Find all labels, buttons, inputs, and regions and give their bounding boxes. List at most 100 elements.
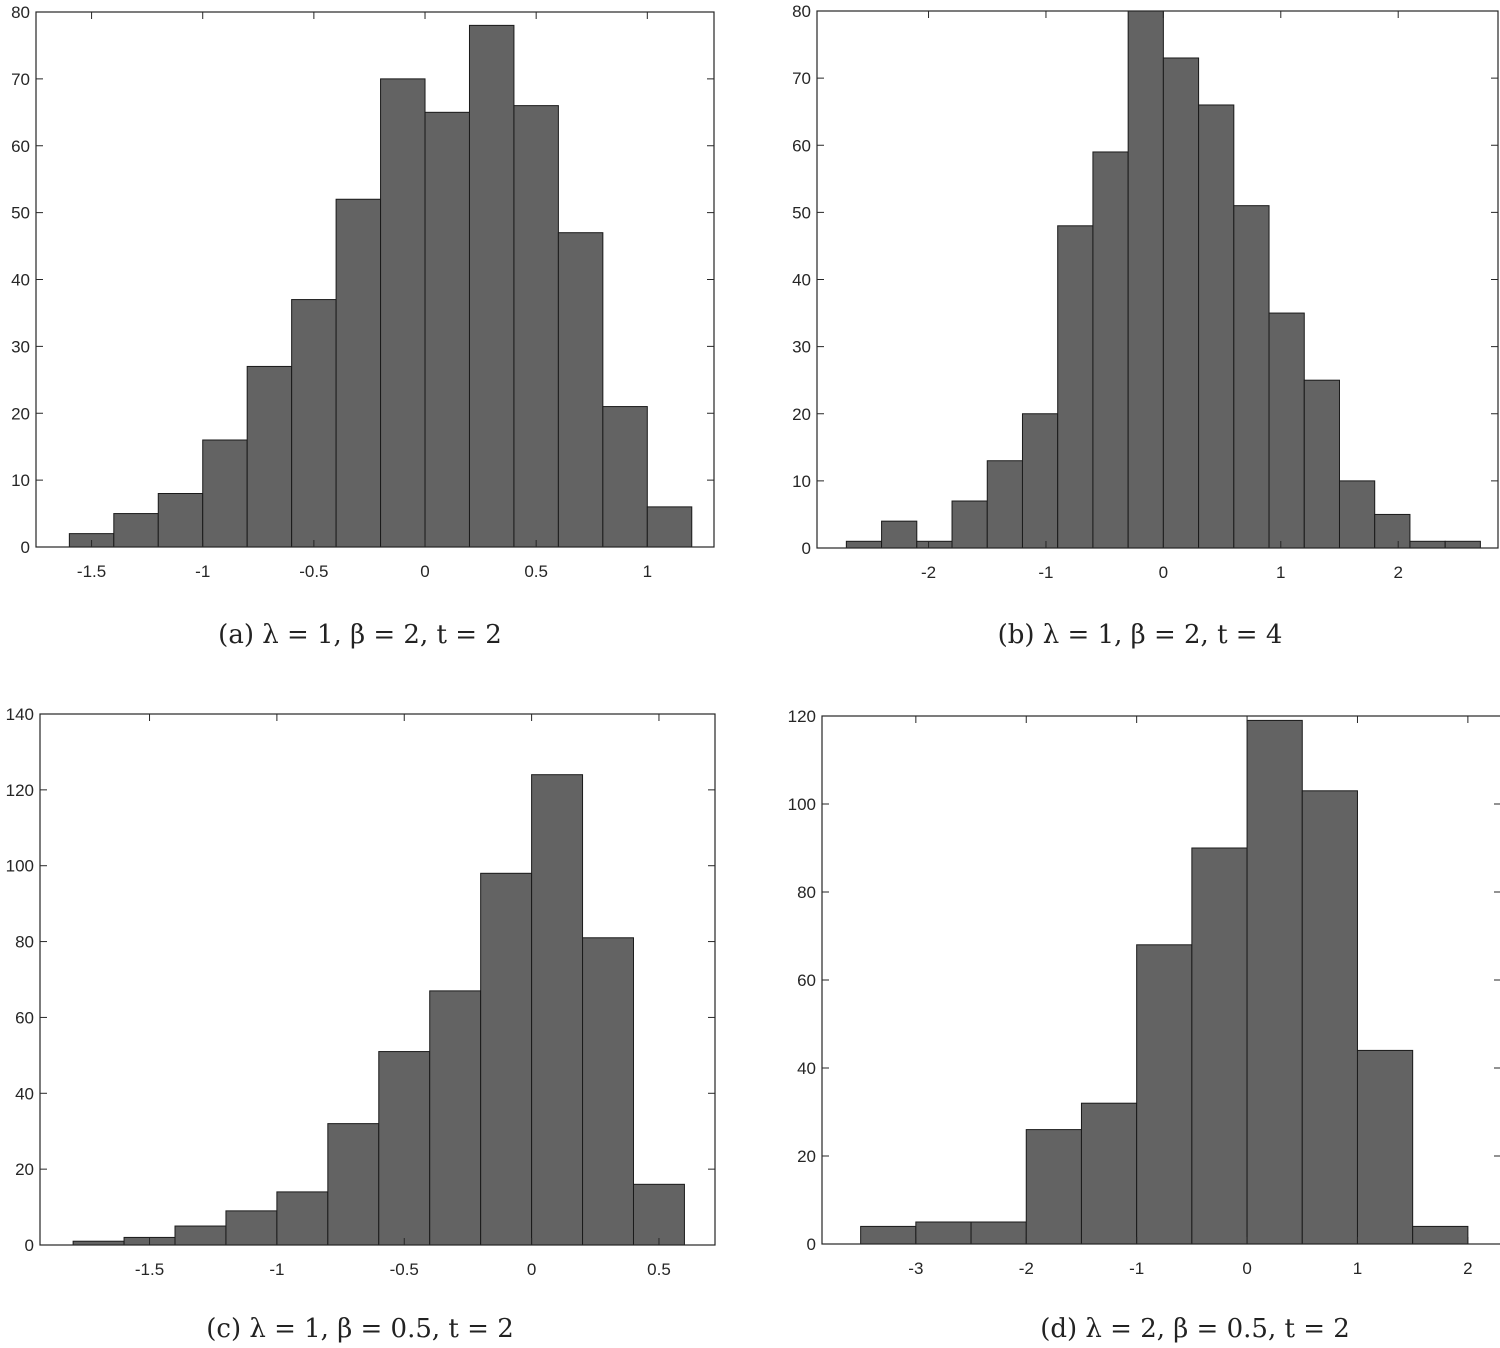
x-tick-label: 1 <box>643 562 652 581</box>
histogram-bar <box>1444 540 1481 549</box>
y-tick-label: 60 <box>797 971 816 990</box>
histogram-bar <box>480 872 533 1246</box>
histogram-bar <box>1080 1102 1138 1245</box>
histogram-bar <box>1338 480 1376 549</box>
histogram-bar <box>881 520 918 549</box>
x-tick-label: -2 <box>921 563 936 582</box>
histogram-bar <box>531 774 584 1246</box>
histogram-bar <box>468 24 515 548</box>
y-tick-label: 20 <box>11 404 30 423</box>
y-tick-label: 80 <box>15 933 34 952</box>
x-tick-label: -3 <box>908 1259 923 1278</box>
caption-b: (b) λ = 1, β = 2, t = 4 <box>997 620 1283 650</box>
x-tick-label: -1 <box>195 562 210 581</box>
histogram-bar <box>1246 719 1303 1245</box>
y-tick-label: 20 <box>797 1147 816 1166</box>
caption-d: (d) λ = 2, β = 0.5, t = 2 <box>1040 1314 1350 1344</box>
histogram-panel-a: -1.5 -1 -0.5 0 0.5 1 0 10 20 30 40 50 60 70 80 <box>0 0 740 600</box>
x-tick-label: -0.5 <box>299 562 328 581</box>
x-tick-label: -1.5 <box>77 562 106 581</box>
y-tick-label: 30 <box>11 337 30 356</box>
histogram-bar <box>1198 104 1235 549</box>
y-tick-label: 60 <box>15 1008 34 1027</box>
y-tick-label: 70 <box>792 69 811 88</box>
y-tick-label: 100 <box>6 857 34 876</box>
histogram-bar <box>970 1221 1027 1245</box>
x-tick-label: -0.5 <box>390 1260 419 1279</box>
y-tick-label: 0 <box>802 539 811 558</box>
histogram-bar <box>276 1191 329 1246</box>
caption-c: (c) λ = 1, β = 0.5, t = 2 <box>206 1314 514 1344</box>
y-tick-label: 80 <box>11 3 30 22</box>
axes-box <box>39 713 716 1246</box>
histogram-bar <box>380 78 426 548</box>
histogram-bar <box>113 513 159 548</box>
y-tick-label: 20 <box>792 405 811 424</box>
x-tick-label: -1 <box>1038 563 1053 582</box>
histogram-bar <box>1127 10 1164 549</box>
x-tick-label: 0.5 <box>647 1260 671 1279</box>
histogram-bar <box>1191 847 1248 1245</box>
histogram-bar <box>1136 944 1193 1245</box>
histogram-panel-c: -1.5 -1 -0.5 0 0.5 0 20 40 60 80 100 120 140 <box>0 700 740 1300</box>
histogram-panel-b: -2 -1 0 1 2 0 10 20 30 40 50 60 70 80 <box>760 0 1500 600</box>
histogram-bar <box>513 105 559 548</box>
histogram-bar <box>916 540 953 549</box>
x-tick-label: 2 <box>1463 1259 1472 1278</box>
y-tick-label: 50 <box>11 204 30 223</box>
caption-a: (a) λ = 1, β = 2, t = 2 <box>218 620 502 650</box>
histogram-bar <box>1268 312 1305 549</box>
x-tick-label: 1 <box>1276 563 1285 582</box>
y-tick-label: 80 <box>792 2 811 21</box>
histogram-bar <box>986 460 1023 549</box>
y-tick-label: 30 <box>792 338 811 357</box>
histogram-bar <box>429 990 482 1246</box>
y-tick-label: 60 <box>11 137 30 156</box>
x-tick-label: -1 <box>269 1260 284 1279</box>
histogram-bar <box>225 1210 278 1246</box>
x-tick-label: 0 <box>527 1260 536 1279</box>
histogram-bar <box>1303 379 1340 549</box>
y-tick-label: 140 <box>6 705 34 724</box>
histogram-bar <box>202 439 248 548</box>
y-tick-label: 100 <box>788 795 816 814</box>
histogram-bar <box>1092 151 1129 549</box>
histogram-bar <box>1374 513 1411 549</box>
histogram-bar <box>582 937 634 1246</box>
histogram-c: -1.5 -1 -0.5 0 0.5 0 20 40 60 80 100 120 140 <box>6 705 716 1279</box>
histogram-bar <box>1233 205 1270 549</box>
x-tick-label: 0.5 <box>524 562 548 581</box>
y-tick-label: 20 <box>15 1160 34 1179</box>
histogram-bar <box>291 299 337 548</box>
histogram-bar <box>1409 540 1446 549</box>
histogram-bar <box>1021 413 1059 549</box>
y-tick-label: 120 <box>788 707 816 726</box>
histogram-bar <box>246 365 293 548</box>
x-tick-label: -1.5 <box>135 1260 164 1279</box>
histogram-bar <box>378 1051 431 1246</box>
x-tick-label: -2 <box>1019 1259 1034 1278</box>
y-tick-label: 10 <box>792 472 811 491</box>
histogram-bar <box>1057 225 1094 549</box>
y-tick-label: 0 <box>25 1236 34 1255</box>
x-tick-label: 0 <box>1159 563 1168 582</box>
x-tick-label: 1 <box>1353 1259 1362 1278</box>
y-tick-label: 50 <box>792 203 811 222</box>
histogram-bar <box>1356 1049 1414 1245</box>
y-tick-label: 40 <box>11 271 30 290</box>
histogram-bar <box>174 1225 227 1246</box>
y-tick-label: 120 <box>6 781 34 800</box>
histogram-bar <box>845 540 883 549</box>
y-tick-label: 70 <box>11 70 30 89</box>
y-tick-label: 40 <box>797 1059 816 1078</box>
x-tick-label: 0 <box>420 562 429 581</box>
y-tick-label: 60 <box>792 136 811 155</box>
histogram-bar <box>860 1225 917 1245</box>
histogram-bar <box>1162 57 1200 549</box>
histogram-bar <box>557 232 604 548</box>
histogram-bar <box>335 198 382 548</box>
y-tick-label: 80 <box>797 883 816 902</box>
histogram-bar <box>424 111 470 548</box>
